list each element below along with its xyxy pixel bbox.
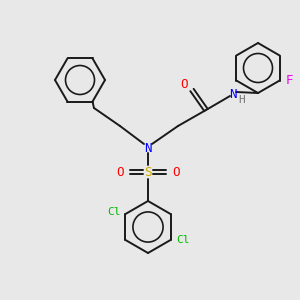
- Text: O: O: [116, 166, 124, 178]
- Text: F: F: [286, 74, 293, 87]
- Text: Cl: Cl: [108, 207, 121, 217]
- Text: O: O: [172, 166, 180, 178]
- Text: O: O: [180, 77, 188, 91]
- Text: N: N: [229, 88, 237, 100]
- Text: S: S: [144, 166, 152, 178]
- Text: N: N: [144, 142, 152, 154]
- Text: H: H: [238, 95, 245, 105]
- Text: Cl: Cl: [176, 235, 189, 245]
